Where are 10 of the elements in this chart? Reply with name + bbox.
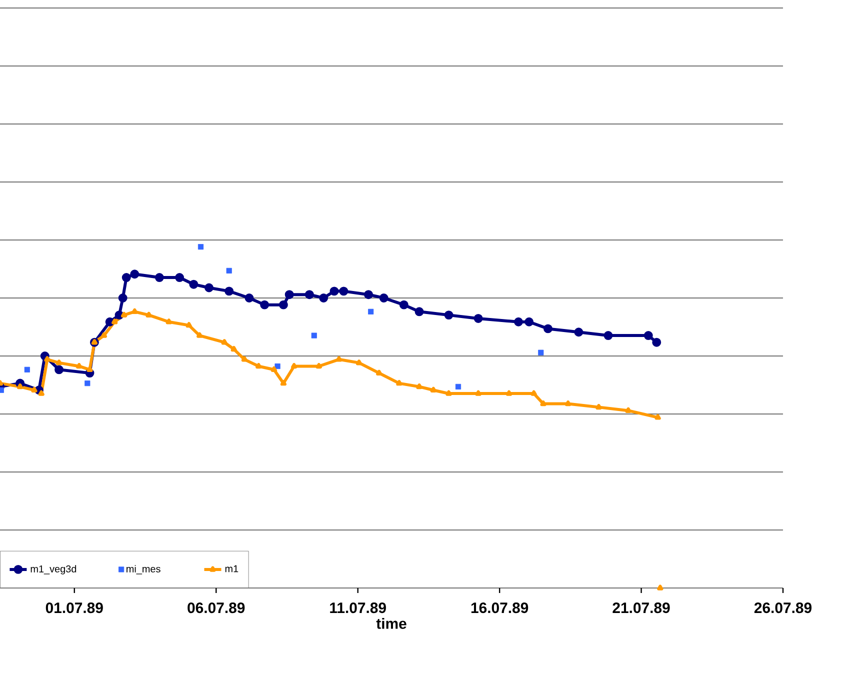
x-tick-label: 01.07.89 — [46, 602, 103, 614]
x-tick-label: 11.07.89 — [330, 602, 386, 614]
x-tick-label: 16.07.89 — [471, 602, 528, 614]
x-tick-label: 26.07.89 — [754, 602, 812, 614]
x-tick-label: 06.07.89 — [188, 602, 245, 614]
legend-label: mi_mes — [126, 565, 160, 574]
legend-label: m1_veg3d — [30, 565, 76, 574]
legend-label: m1 — [225, 565, 238, 572]
x-axis-title: time — [376, 618, 406, 629]
x-tick-label: 21.07.89 — [612, 602, 670, 614]
